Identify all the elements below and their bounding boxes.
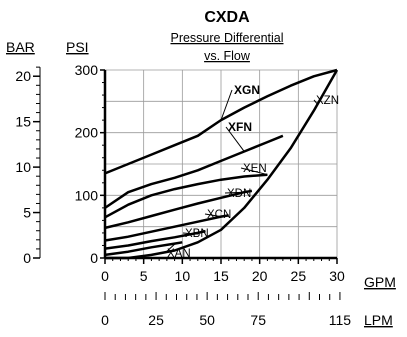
x-tick-label: 5: [140, 268, 148, 284]
series-line-xfn: [104, 134, 284, 209]
y-unit-label: PSI: [66, 39, 89, 55]
chart-subtitle-line1: Pressure Differential: [170, 31, 283, 45]
series-line-xzn: [105, 69, 339, 260]
chart-title: CXDA: [204, 9, 250, 26]
series-leader-xdn: [224, 191, 245, 194]
x2-tick-label: 50: [199, 312, 215, 328]
series-leader-xan: [164, 243, 175, 254]
x-tick-label: 10: [175, 268, 191, 284]
series-line-xdn: [104, 189, 253, 230]
x-tick-label: 30: [329, 268, 345, 284]
y-tick-label: 300: [75, 62, 99, 78]
series-label-xdn: XDN: [227, 188, 251, 200]
series-line-xan: [104, 241, 183, 257]
x-tick-label: 0: [101, 268, 109, 284]
y-tick-label: 100: [75, 187, 99, 203]
series-label-xcn: XCN: [207, 209, 231, 221]
y2-tick-label: 5: [23, 205, 31, 221]
series-label-xgn: XGN: [234, 83, 260, 97]
series-label-xfn: XFN: [228, 120, 252, 134]
x-tick-label: 15: [213, 268, 229, 284]
x2-unit-label: LPM: [364, 312, 393, 328]
x2-tick-label: 115: [329, 312, 352, 328]
series-leader-xfn: [225, 126, 245, 152]
x2-tick-label: 75: [250, 312, 266, 328]
series-leader-xgn: [220, 89, 233, 121]
y2-tick-label: 10: [15, 159, 31, 175]
y2-tick-label: 0: [23, 250, 31, 266]
series-labels: XAN XBN XCN XDN XEN XFN XGN XZN: [164, 83, 339, 260]
grid: [105, 69, 338, 258]
series-leader-xbn: [182, 232, 198, 235]
series-label-xen: XEN: [243, 163, 267, 175]
x-unit-label: GPM: [364, 274, 396, 290]
series-leader-xcn: [204, 213, 222, 218]
x-tick-label: 20: [252, 268, 268, 284]
y-tick-label: 200: [75, 125, 99, 141]
x2-tick-label: 25: [148, 312, 164, 328]
series-line-xbn: [104, 229, 206, 250]
y-tick-label: 0: [90, 250, 98, 266]
series-label-xan: XAN: [167, 248, 191, 260]
x-tick-label: 25: [291, 268, 307, 284]
x2-tick-label: 0: [101, 312, 109, 328]
series-line-xen: [104, 173, 268, 219]
chart-subtitle-line2: vs. Flow: [204, 49, 251, 63]
y2-unit-label: BAR: [6, 39, 35, 55]
y2-tick-label: 20: [15, 68, 31, 84]
series-label-xzn: XZN: [316, 95, 339, 107]
series-label-xbn: XBN: [185, 228, 209, 240]
series-leader-xzn: [313, 99, 319, 105]
y2-tick-label: 15: [15, 114, 31, 130]
series-leader-xen: [240, 167, 268, 176]
